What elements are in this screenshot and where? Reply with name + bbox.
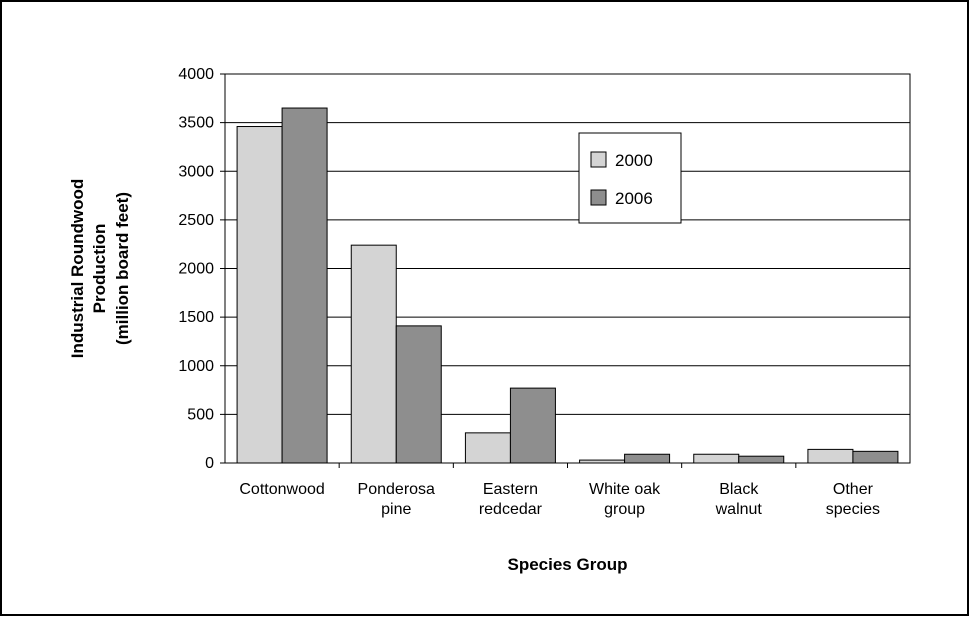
- bar-2006: [395, 325, 442, 464]
- x-category-label: pine: [381, 501, 411, 518]
- y-axis-ticks: 0 500 1000 1500 2000 2500 3000 3500 4000: [178, 66, 225, 472]
- x-category-label: Black: [719, 481, 759, 498]
- y-tick-label: 1500: [178, 309, 214, 326]
- y-axis-title-line: (million board feet): [113, 192, 132, 345]
- x-axis-title: Species Group: [508, 555, 628, 574]
- bar-2006: [852, 450, 899, 464]
- y-tick-label: 2000: [178, 261, 214, 278]
- bar-2000: [236, 126, 283, 464]
- y-axis-title-line: Production: [90, 224, 109, 314]
- x-category-label: Ponderosa: [358, 481, 435, 498]
- y-tick-label: 0: [205, 455, 214, 472]
- legend: 2000 2006: [578, 132, 682, 224]
- bar-2000: [693, 453, 740, 464]
- legend-swatch: [590, 151, 607, 168]
- bar-2006: [281, 107, 328, 464]
- bar-2000: [350, 244, 397, 464]
- y-tick-label: 500: [187, 406, 214, 423]
- bar-2006: [509, 387, 556, 464]
- x-category-label: group: [604, 501, 645, 518]
- x-axis-categories: Cottonwood Ponderosa pine Eastern redcedar Wh…: [239, 463, 880, 518]
- y-tick-label: 4000: [178, 66, 214, 83]
- x-category-label: species: [826, 501, 880, 518]
- bar-2000: [807, 448, 854, 464]
- legend-box: [578, 132, 682, 224]
- bar-2006: [624, 453, 671, 464]
- x-category-label: redcedar: [479, 501, 543, 518]
- legend-swatch: [590, 189, 607, 206]
- x-category-label: Eastern: [483, 481, 538, 498]
- y-axis-title-line: Industrial Roundwood: [68, 179, 87, 358]
- bar-2000: [464, 432, 511, 464]
- legend-label: 2000: [615, 151, 653, 170]
- y-tick-label: 3500: [178, 115, 214, 132]
- legend-label: 2006: [615, 189, 653, 208]
- x-category-label: Other: [833, 481, 874, 498]
- y-tick-label: 1000: [178, 358, 214, 375]
- bars: [236, 107, 899, 464]
- y-tick-label: 3000: [178, 163, 214, 180]
- gridlines: [225, 73, 910, 415]
- y-axis-title: Industrial Roundwood Production (million b…: [68, 179, 132, 358]
- y-tick-label: 2500: [178, 212, 214, 229]
- bar-2006: [738, 455, 785, 464]
- x-category-label: White oak: [589, 481, 661, 498]
- x-category-label: Cottonwood: [239, 481, 324, 498]
- x-category-label: walnut: [715, 501, 763, 518]
